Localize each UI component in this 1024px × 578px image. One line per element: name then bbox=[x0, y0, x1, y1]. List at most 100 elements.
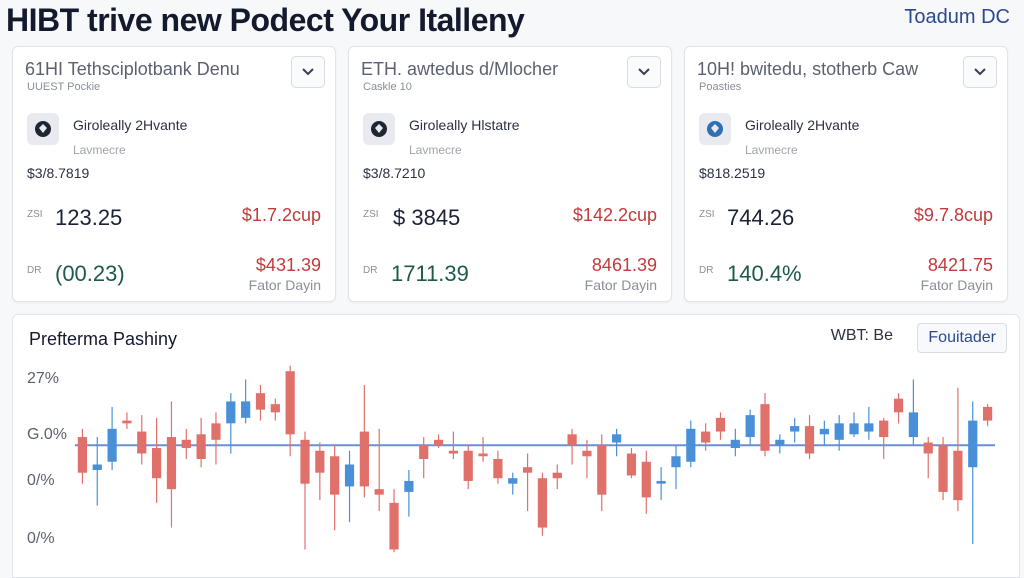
candle[interactable] bbox=[715, 412, 726, 440]
candle[interactable] bbox=[448, 431, 458, 459]
y-tick-label: 0/% bbox=[27, 472, 55, 489]
candle[interactable] bbox=[537, 472, 548, 536]
candle[interactable] bbox=[582, 439, 592, 479]
asset-card-2: ETH. awtedus d/Mlocher Caskle 10 Girolea… bbox=[348, 46, 672, 302]
candle[interactable] bbox=[864, 406, 874, 440]
candle[interactable] bbox=[359, 384, 369, 498]
candle[interactable] bbox=[300, 431, 310, 550]
row-label: ZSI bbox=[27, 209, 43, 220]
candle[interactable] bbox=[612, 428, 622, 457]
chevron-down-icon bbox=[638, 68, 650, 76]
primary-change: $142.2cup bbox=[572, 205, 657, 225]
chart-pair-label: WBT: Be bbox=[830, 327, 893, 344]
card-dropdown-button[interactable] bbox=[291, 56, 325, 88]
candle[interactable] bbox=[730, 428, 740, 457]
asset-card-1: 61HI Tethsciplotbank Denu UUEST Pockie G… bbox=[12, 46, 336, 302]
card-subtitle: Caskle 10 bbox=[363, 81, 412, 93]
candle[interactable] bbox=[849, 412, 859, 438]
candle[interactable] bbox=[433, 434, 444, 449]
candle[interactable] bbox=[879, 417, 889, 459]
candle[interactable] bbox=[77, 428, 88, 484]
candle-body bbox=[463, 450, 473, 481]
candle[interactable] bbox=[493, 450, 503, 484]
candle[interactable] bbox=[389, 489, 399, 553]
chart-filter-button[interactable]: Fouitader bbox=[917, 323, 1007, 353]
candle[interactable] bbox=[819, 420, 829, 446]
candle[interactable] bbox=[552, 464, 562, 490]
candle[interactable] bbox=[181, 428, 191, 459]
candle-body bbox=[908, 412, 918, 438]
candle[interactable] bbox=[315, 442, 325, 501]
card-footer: Fator Dayin bbox=[248, 277, 321, 293]
candle[interactable] bbox=[226, 393, 236, 454]
candle-body bbox=[285, 371, 295, 435]
primary-value: 123.25 bbox=[55, 205, 123, 230]
candle[interactable] bbox=[982, 404, 993, 427]
candle[interactable] bbox=[107, 406, 117, 470]
candle[interactable] bbox=[166, 401, 177, 528]
card-dropdown-button[interactable] bbox=[963, 56, 997, 88]
candle[interactable] bbox=[92, 437, 102, 506]
y-tick-label: 0/% bbox=[27, 530, 55, 547]
candle[interactable] bbox=[626, 448, 637, 479]
candle[interactable] bbox=[804, 415, 815, 459]
brand-logo[interactable]: Toadum DC bbox=[904, 6, 1010, 28]
candlestick-chart[interactable]: 27% G.0% 0/% 0/% bbox=[13, 315, 1019, 577]
candle[interactable] bbox=[908, 379, 918, 446]
candle[interactable] bbox=[968, 401, 978, 545]
card-dropdown-button[interactable] bbox=[627, 56, 661, 88]
candle-body bbox=[300, 439, 310, 484]
candle[interactable] bbox=[893, 393, 904, 424]
coin-icon bbox=[707, 121, 723, 137]
candle[interactable] bbox=[656, 467, 666, 501]
candle[interactable] bbox=[760, 393, 770, 457]
primary-value: $ 3845 bbox=[393, 205, 461, 230]
candle[interactable] bbox=[953, 387, 963, 512]
card-title: 61HI Tethsciplotbank Denu bbox=[25, 59, 240, 79]
candle[interactable] bbox=[196, 417, 206, 468]
candle[interactable] bbox=[641, 450, 651, 514]
asset-type: Lavmecre bbox=[409, 143, 462, 157]
candle-body bbox=[775, 439, 785, 446]
candle[interactable] bbox=[508, 472, 518, 495]
candle[interactable] bbox=[686, 420, 696, 468]
candle[interactable] bbox=[241, 379, 251, 424]
candle-body bbox=[152, 448, 162, 479]
candle[interactable] bbox=[137, 415, 147, 465]
candle[interactable] bbox=[938, 437, 948, 501]
candle[interactable] bbox=[522, 453, 533, 512]
page-title: HIBT trive new Podect Your Italleny bbox=[6, 2, 525, 38]
primary-value: 744.26 bbox=[727, 205, 795, 230]
row-label: DR bbox=[699, 265, 714, 276]
candle-body bbox=[330, 456, 340, 495]
candle[interactable] bbox=[478, 437, 488, 462]
candle-body bbox=[478, 453, 488, 457]
candle-body bbox=[686, 428, 696, 462]
candle-body bbox=[893, 398, 904, 413]
performance-chart-panel: 27% G.0% 0/% 0/% Prefterma Pashiny WBT: Be … bbox=[12, 314, 1020, 578]
candle[interactable] bbox=[923, 437, 933, 479]
candle-body bbox=[196, 434, 206, 459]
candle[interactable] bbox=[122, 412, 132, 429]
candle[interactable] bbox=[775, 434, 785, 454]
candle[interactable] bbox=[404, 469, 414, 517]
candle[interactable] bbox=[745, 409, 755, 446]
candle-body bbox=[923, 442, 933, 454]
candle[interactable] bbox=[597, 434, 607, 512]
candle[interactable] bbox=[463, 445, 473, 490]
candle[interactable] bbox=[419, 437, 429, 479]
asset-name: Giroleally 2Hvante bbox=[745, 117, 860, 133]
candle[interactable] bbox=[834, 415, 844, 451]
candle[interactable] bbox=[701, 423, 711, 451]
candle[interactable] bbox=[330, 445, 340, 531]
candle[interactable] bbox=[270, 398, 280, 421]
candle[interactable] bbox=[374, 428, 384, 512]
candle[interactable] bbox=[790, 417, 800, 443]
candle[interactable] bbox=[255, 384, 266, 421]
candle[interactable] bbox=[285, 365, 295, 457]
candle[interactable] bbox=[211, 412, 221, 465]
candle[interactable] bbox=[671, 445, 681, 490]
candle[interactable] bbox=[567, 428, 577, 465]
candle[interactable] bbox=[344, 450, 355, 523]
candle[interactable] bbox=[152, 417, 162, 503]
